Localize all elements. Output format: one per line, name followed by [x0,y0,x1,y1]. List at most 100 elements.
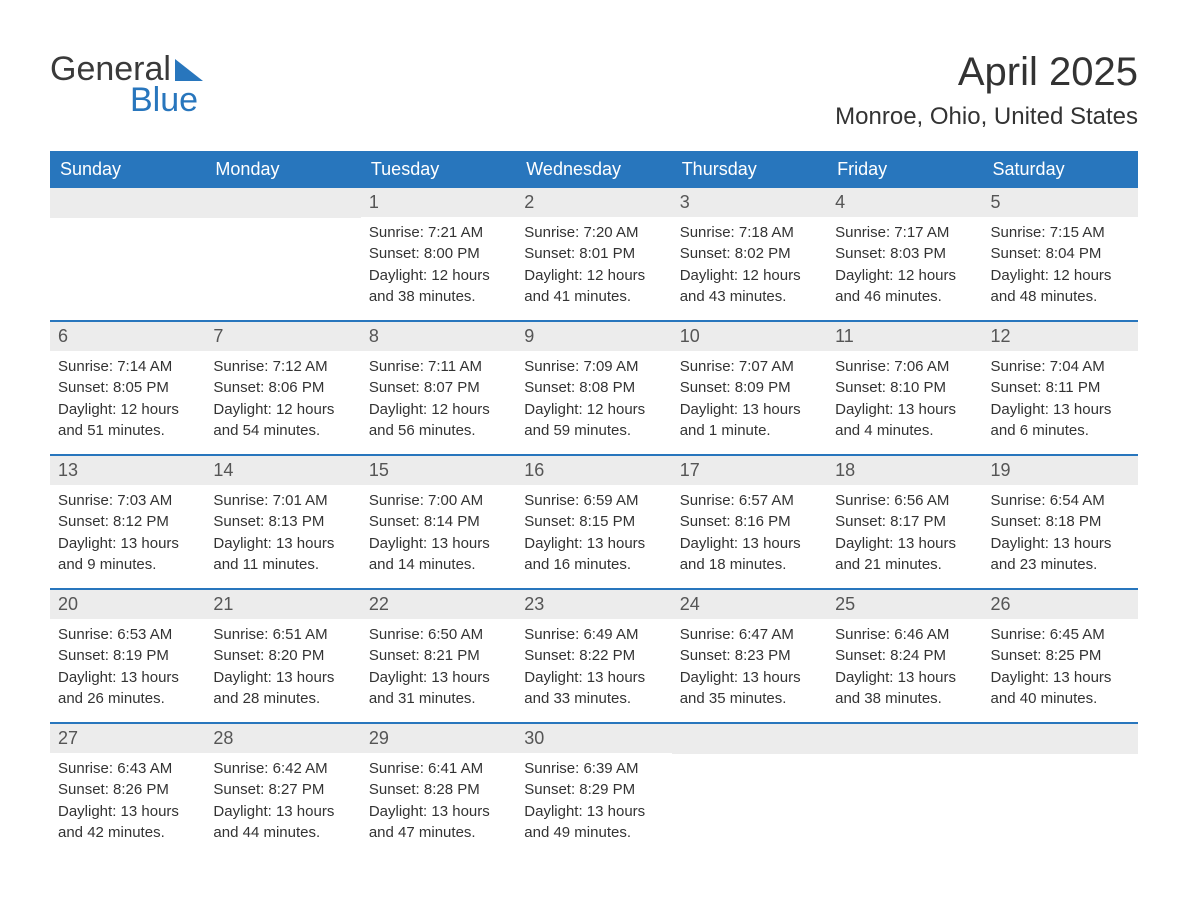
day-header-thursday: Thursday [672,151,827,188]
day-body: Sunrise: 7:17 AMSunset: 8:03 PMDaylight:… [827,217,982,320]
logo-triangle-icon [175,59,203,81]
sunset-text: Sunset: 8:29 PM [524,780,663,800]
sunrise-text: Sunrise: 7:18 AM [680,223,819,243]
day-body: Sunrise: 6:45 AMSunset: 8:25 PMDaylight:… [983,619,1138,722]
day-number: 22 [361,590,516,619]
day-number-empty [983,724,1138,754]
daylight-text-1: Daylight: 13 hours [369,668,508,688]
day-body: Sunrise: 6:51 AMSunset: 8:20 PMDaylight:… [205,619,360,722]
day-body: Sunrise: 7:01 AMSunset: 8:13 PMDaylight:… [205,485,360,588]
sunrise-text: Sunrise: 7:00 AM [369,491,508,511]
week-row: 6Sunrise: 7:14 AMSunset: 8:05 PMDaylight… [50,320,1138,454]
daylight-text-2: and 51 minutes. [58,421,197,441]
day-number-empty [827,724,982,754]
daylight-text-1: Daylight: 13 hours [524,534,663,554]
day-header-tuesday: Tuesday [361,151,516,188]
daylight-text-1: Daylight: 13 hours [991,400,1130,420]
week-row: 20Sunrise: 6:53 AMSunset: 8:19 PMDayligh… [50,588,1138,722]
daylight-text-2: and 54 minutes. [213,421,352,441]
daylight-text-2: and 48 minutes. [991,287,1130,307]
sunset-text: Sunset: 8:20 PM [213,646,352,666]
calendar-cell: 3Sunrise: 7:18 AMSunset: 8:02 PMDaylight… [672,188,827,320]
sunrise-text: Sunrise: 6:49 AM [524,625,663,645]
daylight-text-2: and 33 minutes. [524,689,663,709]
calendar-cell: 2Sunrise: 7:20 AMSunset: 8:01 PMDaylight… [516,188,671,320]
daylight-text-2: and 38 minutes. [369,287,508,307]
calendar-cell: 23Sunrise: 6:49 AMSunset: 8:22 PMDayligh… [516,590,671,722]
day-header-row: Sunday Monday Tuesday Wednesday Thursday… [50,151,1138,188]
calendar-cell [672,724,827,856]
sunset-text: Sunset: 8:06 PM [213,378,352,398]
daylight-text-2: and 46 minutes. [835,287,974,307]
sunset-text: Sunset: 8:28 PM [369,780,508,800]
day-number: 6 [50,322,205,351]
calendar-cell: 27Sunrise: 6:43 AMSunset: 8:26 PMDayligh… [50,724,205,856]
day-body: Sunrise: 6:54 AMSunset: 8:18 PMDaylight:… [983,485,1138,588]
sunrise-text: Sunrise: 7:04 AM [991,357,1130,377]
sunset-text: Sunset: 8:19 PM [58,646,197,666]
sunrise-text: Sunrise: 6:41 AM [369,759,508,779]
sunset-text: Sunset: 8:07 PM [369,378,508,398]
day-number: 29 [361,724,516,753]
daylight-text-2: and 4 minutes. [835,421,974,441]
calendar-cell: 18Sunrise: 6:56 AMSunset: 8:17 PMDayligh… [827,456,982,588]
daylight-text-1: Daylight: 13 hours [524,668,663,688]
daylight-text-2: and 59 minutes. [524,421,663,441]
calendar-cell: 30Sunrise: 6:39 AMSunset: 8:29 PMDayligh… [516,724,671,856]
calendar-cell [205,188,360,320]
daylight-text-1: Daylight: 13 hours [369,534,508,554]
day-number: 1 [361,188,516,217]
sunset-text: Sunset: 8:02 PM [680,244,819,264]
calendar-cell: 24Sunrise: 6:47 AMSunset: 8:23 PMDayligh… [672,590,827,722]
day-number: 12 [983,322,1138,351]
sunset-text: Sunset: 8:11 PM [991,378,1130,398]
calendar-cell: 22 Sunrise: 6:50 AMSunset: 8:21 PMDayligh… [361,590,516,722]
daylight-text-2: and 6 minutes. [991,421,1130,441]
daylight-text-1: Daylight: 12 hours [524,266,663,286]
daylight-text-1: Daylight: 13 hours [680,534,819,554]
sunset-text: Sunset: 8:01 PM [524,244,663,264]
day-header-sunday: Sunday [50,151,205,188]
sunrise-text: Sunrise: 6:43 AM [58,759,197,779]
day-number: 11 [827,322,982,351]
sunset-text: Sunset: 8:15 PM [524,512,663,532]
sunset-text: Sunset: 8:14 PM [369,512,508,532]
day-body: Sunrise: 7:20 AMSunset: 8:01 PMDaylight:… [516,217,671,320]
day-body: Sunrise: 6:59 AMSunset: 8:15 PMDaylight:… [516,485,671,588]
sunrise-text: Sunrise: 6:50 AM [369,625,508,645]
calendar-cell: 14Sunrise: 7:01 AMSunset: 8:13 PMDayligh… [205,456,360,588]
calendar-cell: 29 Sunrise: 6:41 AMSunset: 8:28 PMDayligh… [361,724,516,856]
daylight-text-2: and 18 minutes. [680,555,819,575]
day-number: 5 [983,188,1138,217]
sunrise-text: Sunrise: 6:54 AM [991,491,1130,511]
month-title: April 2025 [835,50,1138,95]
sunrise-text: Sunrise: 7:21 AM [369,223,508,243]
sunrise-text: Sunrise: 6:39 AM [524,759,663,779]
calendar-cell: 12 Sunrise: 7:04 AMSunset: 8:11 PMDayligh… [983,322,1138,454]
calendar-cell: 13Sunrise: 7:03 AMSunset: 8:12 PMDayligh… [50,456,205,588]
sunset-text: Sunset: 8:24 PM [835,646,974,666]
day-number: 25 [827,590,982,619]
daylight-text-2: and 31 minutes. [369,689,508,709]
day-body: Sunrise: 7:00 AMSunset: 8:14 PMDaylight:… [361,485,516,588]
sunset-text: Sunset: 8:21 PM [369,646,508,666]
daylight-text-2: and 49 minutes. [524,823,663,843]
daylight-text-2: and 44 minutes. [213,823,352,843]
daylight-text-1: Daylight: 13 hours [58,668,197,688]
daylight-text-2: and 23 minutes. [991,555,1130,575]
sunset-text: Sunset: 8:00 PM [369,244,508,264]
sunrise-text: Sunrise: 6:46 AM [835,625,974,645]
sunrise-text: Sunrise: 6:51 AM [213,625,352,645]
day-header-saturday: Saturday [983,151,1138,188]
day-number: 28 [205,724,360,753]
daylight-text-2: and 21 minutes. [835,555,974,575]
daylight-text-1: Daylight: 13 hours [369,802,508,822]
daylight-text-2: and 43 minutes. [680,287,819,307]
daylight-text-2: and 14 minutes. [369,555,508,575]
day-number-empty [205,188,360,218]
day-number: 14 [205,456,360,485]
day-header-wednesday: Wednesday [516,151,671,188]
daylight-text-1: Daylight: 12 hours [991,266,1130,286]
sunrise-text: Sunrise: 6:45 AM [991,625,1130,645]
day-body: Sunrise: 7:12 AMSunset: 8:06 PMDaylight:… [205,351,360,454]
